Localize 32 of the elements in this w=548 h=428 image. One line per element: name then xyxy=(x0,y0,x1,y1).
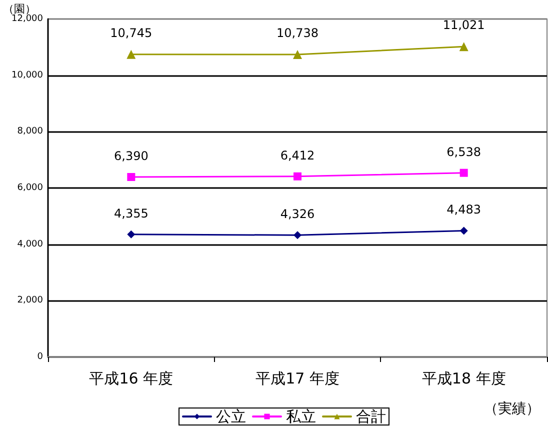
data-label: 10,745 xyxy=(110,26,152,40)
data-label: 10,738 xyxy=(276,26,318,40)
y-tick-label: 0 xyxy=(37,352,44,362)
y-tick-label: 12,000 xyxy=(12,14,44,24)
y-tick-label: 6,000 xyxy=(17,183,44,193)
data-label: 4,483 xyxy=(446,202,482,217)
y-tick-label: 2,000 xyxy=(17,296,44,306)
data-label: 11,021 xyxy=(442,18,485,32)
point xyxy=(126,50,136,59)
point xyxy=(460,226,468,235)
legend-label: 私立 xyxy=(286,408,316,426)
point xyxy=(294,231,302,240)
legend-label: 合計 xyxy=(356,408,386,426)
x-tick-label: 平成16 年度 xyxy=(89,370,174,388)
y-tick-label: 10,000 xyxy=(12,70,44,80)
point xyxy=(293,50,302,60)
y-tick-label: 4,000 xyxy=(17,239,44,250)
point xyxy=(460,168,468,177)
point xyxy=(127,173,136,182)
data-label: 6,538 xyxy=(446,144,482,159)
x-tick-label: 平成17 年度 xyxy=(256,370,340,388)
data-label: 4,326 xyxy=(280,207,315,222)
text: （実績） xyxy=(484,401,540,417)
data-label: 6,412 xyxy=(280,148,315,162)
point xyxy=(459,42,468,52)
point xyxy=(127,230,136,238)
y-tick-label: 8,000 xyxy=(17,126,44,137)
data-label: 6,390 xyxy=(114,149,148,164)
x-tick-label: 平成18 年度 xyxy=(422,370,506,388)
legend-label: 公立 xyxy=(216,408,246,426)
point xyxy=(294,172,302,180)
data-label: 4,355 xyxy=(114,206,148,220)
